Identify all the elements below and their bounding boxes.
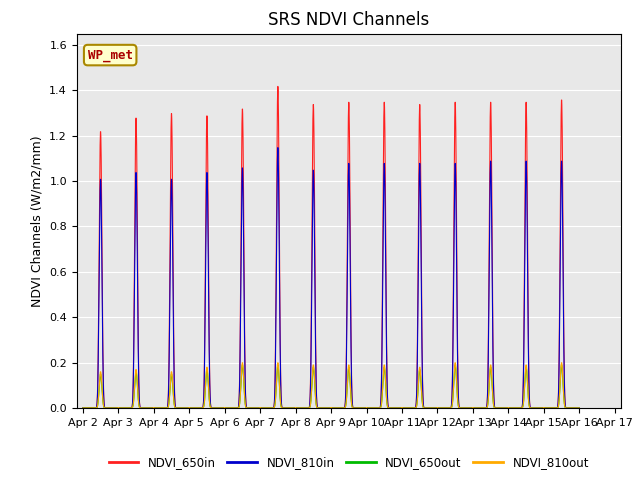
- Line: NDVI_810in: NDVI_810in: [83, 147, 579, 408]
- Line: NDVI_810out: NDVI_810out: [83, 363, 579, 408]
- NDVI_810out: [494, 405, 502, 411]
- NDVI_810out: [158, 405, 166, 411]
- NDVI_810in: [575, 405, 583, 411]
- NDVI_810out: [575, 405, 583, 411]
- NDVI_650in: [568, 405, 576, 411]
- NDVI_650out: [79, 405, 86, 411]
- NDVI_810in: [409, 405, 417, 411]
- NDVI_650in: [79, 405, 86, 411]
- Y-axis label: NDVI Channels (W/m2/mm): NDVI Channels (W/m2/mm): [31, 135, 44, 307]
- NDVI_810out: [512, 405, 520, 411]
- Text: WP_met: WP_met: [88, 48, 132, 61]
- NDVI_810in: [568, 405, 576, 411]
- NDVI_810out: [79, 405, 86, 411]
- NDVI_650in: [158, 405, 166, 411]
- NDVI_650out: [158, 405, 166, 411]
- Line: NDVI_650in: NDVI_650in: [83, 86, 579, 408]
- NDVI_810in: [79, 405, 86, 411]
- NDVI_650out: [575, 405, 583, 411]
- NDVI_810in: [134, 259, 141, 265]
- NDVI_650in: [512, 405, 520, 411]
- NDVI_650out: [134, 383, 141, 388]
- NDVI_650out: [409, 405, 417, 411]
- Line: NDVI_650out: NDVI_650out: [83, 365, 579, 408]
- NDVI_650out: [568, 405, 576, 411]
- NDVI_810in: [158, 405, 166, 411]
- NDVI_810out: [409, 405, 417, 411]
- NDVI_650out: [512, 405, 520, 411]
- NDVI_650in: [575, 405, 583, 411]
- NDVI_810out: [134, 381, 141, 387]
- NDVI_810out: [568, 405, 576, 411]
- NDVI_650out: [494, 405, 502, 411]
- NDVI_810in: [512, 405, 520, 411]
- Title: SRS NDVI Channels: SRS NDVI Channels: [268, 11, 429, 29]
- NDVI_650in: [134, 226, 141, 231]
- NDVI_650in: [409, 405, 417, 411]
- Legend: NDVI_650in, NDVI_810in, NDVI_650out, NDVI_810out: NDVI_650in, NDVI_810in, NDVI_650out, NDV…: [104, 451, 594, 474]
- NDVI_810in: [494, 405, 502, 411]
- NDVI_650in: [494, 405, 502, 411]
